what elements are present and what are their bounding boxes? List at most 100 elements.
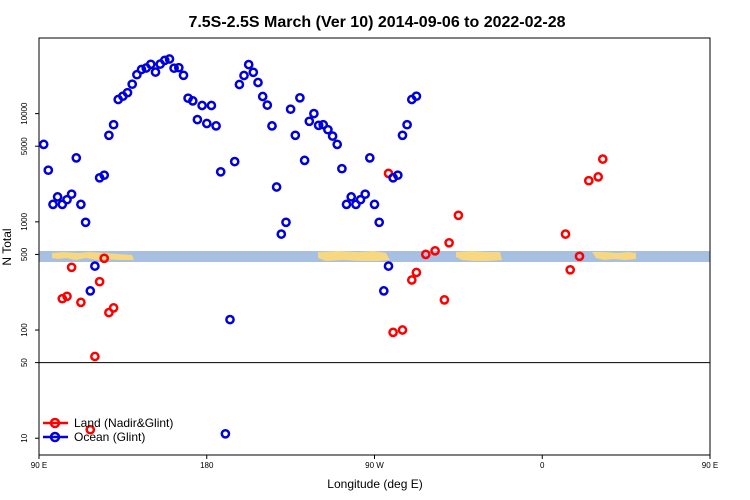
y-tick-label: 100 bbox=[20, 323, 29, 337]
ocean-data-point bbox=[206, 100, 217, 111]
ocean-data-point bbox=[164, 54, 175, 64]
ocean-data-point bbox=[290, 130, 301, 141]
ocean-data-point bbox=[136, 64, 147, 75]
legend-ocean: Ocean (Glint) bbox=[43, 430, 145, 444]
ocean-data-point bbox=[332, 139, 343, 150]
ocean-data-point bbox=[304, 116, 315, 127]
legend: Land (Nadir&Glint) Ocean (Glint) bbox=[43, 416, 173, 444]
ocean-data-point bbox=[38, 139, 49, 150]
ocean-data-point bbox=[243, 59, 254, 70]
ocean-data-point bbox=[355, 194, 366, 205]
ocean-data-point bbox=[364, 153, 375, 163]
land-data-point bbox=[411, 267, 422, 278]
ocean-data-point bbox=[71, 153, 82, 163]
ocean-data-point bbox=[108, 119, 119, 130]
ocean-data-point bbox=[99, 170, 110, 181]
ocean-data-point bbox=[85, 286, 96, 296]
x-tick-label: 180 bbox=[200, 461, 214, 470]
ocean-data-point bbox=[211, 121, 221, 131]
ocean-data-point bbox=[197, 100, 207, 111]
ocean-data-point bbox=[378, 286, 389, 296]
ocean-data-point bbox=[383, 261, 394, 271]
ocean-data-point bbox=[397, 130, 408, 141]
legend-land-marker bbox=[49, 417, 61, 429]
ocean-data-point bbox=[122, 87, 133, 98]
ocean-data-point bbox=[132, 69, 142, 80]
land-series bbox=[57, 154, 608, 435]
y-tick-label: 5000 bbox=[20, 137, 29, 155]
land-data-point bbox=[388, 327, 398, 338]
ocean-data-point bbox=[299, 155, 310, 166]
x-axis-label: Longitude (deg E) bbox=[327, 477, 422, 491]
land-data-point bbox=[108, 303, 119, 313]
ocean-data-point bbox=[225, 314, 235, 325]
ocean-data-point bbox=[215, 166, 226, 177]
ocean-data-point bbox=[66, 189, 77, 200]
x-axis: 90 E 180 90 W 0 90 E bbox=[31, 455, 718, 470]
legend-ocean-label: Ocean (Glint) bbox=[74, 430, 145, 444]
ocean-data-point bbox=[150, 67, 161, 77]
ocean-data-point bbox=[309, 108, 319, 119]
ocean-data-point bbox=[257, 91, 268, 102]
x-tick-label: 90 E bbox=[702, 461, 718, 470]
ocean-data-point bbox=[178, 70, 189, 81]
map-strip bbox=[39, 251, 710, 262]
legend-land: Land (Nadir&Glint) bbox=[43, 416, 173, 430]
legend-land-label: Land (Nadir&Glint) bbox=[74, 416, 173, 430]
y-axis-label: N Total bbox=[0, 228, 14, 265]
land-data-point bbox=[420, 249, 431, 260]
y-tick-label: 10 bbox=[20, 433, 29, 442]
ocean-data-point bbox=[360, 189, 371, 200]
ocean-data-point bbox=[276, 229, 287, 239]
ocean-data-point bbox=[281, 217, 291, 228]
ocean-data-point bbox=[229, 156, 240, 167]
ocean-data-point bbox=[159, 55, 170, 66]
ocean-data-point bbox=[402, 119, 412, 130]
ocean-data-point bbox=[62, 194, 72, 205]
ocean-data-point bbox=[318, 119, 329, 130]
plot-frame bbox=[38, 37, 711, 456]
x-tick-label: 0 bbox=[540, 461, 545, 470]
ocean-data-point bbox=[76, 199, 86, 210]
x-tick-label: 90 E bbox=[31, 461, 47, 470]
ocean-data-point bbox=[90, 261, 100, 271]
land-indonesia-right bbox=[592, 252, 636, 260]
land-data-point bbox=[406, 275, 417, 285]
ocean-data-point bbox=[80, 217, 91, 228]
ocean-data-point bbox=[201, 118, 212, 129]
ocean-data-point bbox=[169, 63, 179, 74]
land-africa-australia bbox=[52, 252, 134, 260]
land-data-point bbox=[430, 245, 440, 256]
x-tick-label: 90 W bbox=[365, 461, 384, 470]
y-tick-label: 50 bbox=[20, 358, 29, 367]
land-data-point bbox=[397, 325, 408, 335]
land-data-point bbox=[76, 297, 86, 308]
land-data-point bbox=[444, 237, 454, 248]
y-axis: 10 50 100 500 1000 5000 10000 bbox=[20, 102, 39, 443]
ocean-data-point bbox=[253, 77, 263, 88]
land-data-point bbox=[560, 229, 571, 239]
ocean-data-point bbox=[374, 217, 385, 228]
land-data-point bbox=[90, 351, 100, 362]
y-tick-label: 10000 bbox=[20, 102, 29, 125]
chart-title: 7.5S-2.5S March (Ver 10) 2014-09-06 to 2… bbox=[188, 14, 565, 31]
ocean-data-point bbox=[295, 92, 305, 103]
ocean-data-point bbox=[43, 165, 54, 176]
ocean-data-point bbox=[145, 59, 156, 70]
ocean-data-point bbox=[341, 199, 352, 210]
ocean-data-point bbox=[323, 124, 333, 135]
ocean-data-point bbox=[234, 79, 245, 90]
legend-ocean-marker bbox=[49, 431, 61, 443]
ocean-data-point bbox=[327, 131, 338, 141]
land-africa bbox=[456, 251, 502, 261]
land-data-point bbox=[62, 291, 72, 302]
ocean-data-point bbox=[187, 96, 198, 106]
ocean-data-point bbox=[411, 91, 422, 102]
land-data-point bbox=[593, 172, 604, 182]
y-tick-label: 1000 bbox=[20, 212, 29, 230]
ocean-data-point bbox=[239, 70, 249, 81]
land-data-point bbox=[66, 262, 77, 273]
land-data-point bbox=[574, 251, 585, 262]
ocean-data-point bbox=[173, 62, 184, 73]
